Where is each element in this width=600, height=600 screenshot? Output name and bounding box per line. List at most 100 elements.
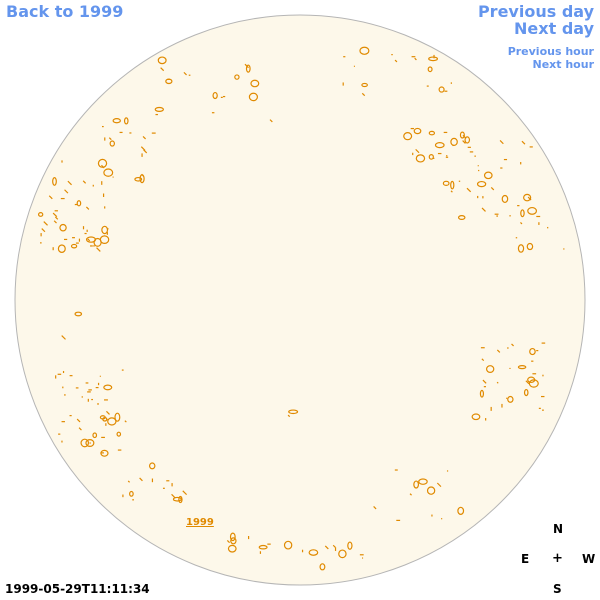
contour-mark	[415, 148, 420, 154]
contour-mark	[459, 131, 465, 139]
contour-mark	[92, 432, 98, 439]
previous-hour-link[interactable]: Previous hour	[507, 45, 594, 58]
contour-mark	[245, 64, 251, 73]
contour-mark	[101, 225, 109, 235]
contour-mark	[527, 206, 538, 215]
contour-mark	[319, 563, 326, 571]
contour-mark	[53, 220, 57, 224]
contour-mark	[48, 195, 53, 200]
contour-mark	[103, 168, 114, 177]
contour-mark	[332, 544, 336, 548]
contour-mark	[54, 216, 59, 220]
contour-mark	[527, 376, 536, 384]
observation-timestamp: 1999-05-29T11:11:34	[5, 582, 150, 596]
contour-mark	[527, 196, 532, 201]
contour-mark	[434, 142, 445, 149]
contour-mark	[116, 431, 122, 437]
contour-mark	[499, 140, 504, 145]
compass-north: N	[553, 522, 564, 536]
compass-south: S	[553, 582, 562, 596]
contour-mark	[347, 541, 353, 550]
year-marker-label[interactable]: 1999	[186, 517, 214, 528]
contour-mark	[109, 140, 115, 147]
contour-mark	[490, 187, 495, 191]
contour-mark	[142, 135, 147, 140]
contour-mark	[464, 136, 471, 144]
contour-mark	[442, 180, 450, 186]
contour-mark	[78, 427, 82, 431]
contour-mark	[529, 347, 536, 356]
contour-mark	[450, 137, 458, 146]
contour-mark	[87, 238, 91, 242]
contour-mark	[61, 335, 66, 340]
contour-mark	[148, 462, 156, 470]
contour-mark	[481, 207, 486, 212]
contour-mark	[229, 532, 236, 542]
contour-mark	[450, 180, 455, 190]
contour-mark	[230, 537, 237, 545]
contour-mark	[457, 215, 466, 221]
contour-mark	[182, 490, 188, 496]
contour-mark	[436, 482, 442, 488]
contour-mark	[283, 540, 293, 550]
contour-mark	[361, 82, 368, 88]
contour-mark	[338, 549, 347, 559]
contour-mark	[403, 132, 413, 141]
contour-mark	[462, 140, 466, 144]
contour-mark	[129, 490, 134, 497]
contour-mark	[67, 180, 72, 186]
contour-mark	[288, 409, 299, 415]
contour-mark	[85, 206, 90, 210]
contour-mark	[471, 413, 481, 421]
contour-mark	[82, 180, 87, 184]
contour-mark	[450, 190, 453, 193]
contour-mark	[248, 92, 259, 102]
contour-mark	[41, 228, 46, 233]
contour-mark	[517, 364, 527, 370]
contour-mark	[178, 495, 183, 504]
contour-mark	[415, 154, 426, 163]
solar-disk	[14, 14, 586, 586]
contour-mark	[361, 92, 366, 97]
contour-mark	[427, 66, 433, 73]
next-hour-link[interactable]: Next hour	[532, 58, 595, 71]
contour-mark	[525, 380, 530, 385]
contour-mark	[457, 506, 465, 515]
contour-mark	[108, 137, 112, 141]
contour-mark	[414, 57, 417, 61]
contour-mark	[85, 439, 95, 448]
contour-mark	[520, 221, 523, 225]
contour-mark	[501, 194, 509, 203]
contour-mark	[227, 544, 237, 553]
back-to-year-link[interactable]: Back to 1999	[6, 2, 124, 21]
contour-mark	[359, 46, 370, 55]
contour-mark	[517, 244, 525, 253]
contour-mark	[526, 242, 534, 251]
contour-mark	[52, 212, 58, 218]
previous-day-link[interactable]: Previous day	[477, 2, 594, 21]
contour-mark	[172, 496, 182, 502]
contour-mark	[57, 244, 66, 253]
contour-mark	[258, 544, 268, 550]
contour-mark	[409, 493, 412, 496]
contour-mark	[80, 438, 90, 448]
contour-mark	[154, 106, 165, 112]
contour-mark	[171, 493, 176, 499]
contour-mark	[93, 237, 102, 247]
contour-mark	[52, 177, 57, 186]
contour-mark	[507, 395, 514, 403]
contour-mark	[134, 176, 143, 182]
contour-mark	[523, 193, 532, 202]
contour-mark	[114, 412, 121, 422]
contour-mark	[70, 243, 78, 249]
contour-mark	[59, 223, 67, 232]
contour-mark	[483, 171, 493, 180]
contour-mark	[143, 149, 148, 154]
contour-mark	[496, 381, 499, 384]
contour-mark	[106, 410, 110, 415]
contour-mark	[520, 209, 525, 218]
contour-mark	[76, 200, 82, 207]
contour-mark	[64, 189, 69, 194]
next-day-link[interactable]: Next day	[514, 19, 594, 38]
